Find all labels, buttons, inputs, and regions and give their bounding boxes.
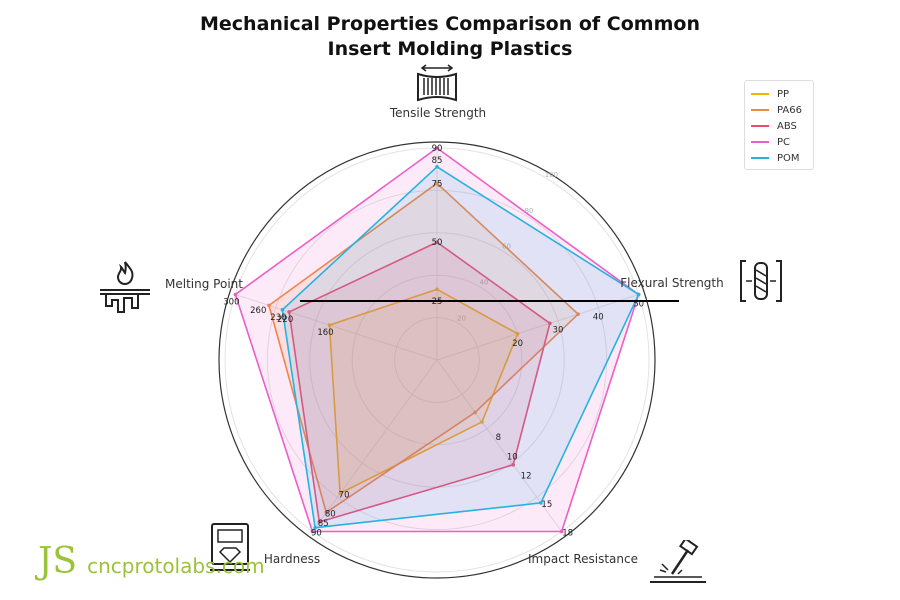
axis-tick-label: 75 — [432, 179, 443, 189]
series-polygon-pa66 — [268, 182, 580, 514]
series-point-abs — [287, 310, 291, 314]
series-point-pp — [435, 287, 439, 292]
series-point-pp — [480, 420, 484, 424]
series-point-pc — [310, 529, 315, 534]
spoke-line — [436, 294, 639, 361]
axis-tick-label: 85 — [432, 156, 443, 166]
chart-title-line-1: Mechanical Properties Comparison of Comm… — [200, 13, 700, 35]
axis-tick-label: 85 — [318, 519, 329, 529]
series-point-pp — [327, 323, 332, 327]
axis-tick-label: 80 — [325, 509, 336, 519]
legend-label: PC — [777, 136, 791, 148]
series-point-abs — [317, 520, 322, 524]
axis-tick-label: 25 — [432, 297, 443, 307]
axis-tick-label: 8 — [496, 433, 501, 443]
legend-item-pp: PP — [751, 87, 789, 101]
series-point-pom — [435, 165, 439, 169]
axis-tick-label: 90 — [311, 529, 322, 539]
axis-tick-label: 90 — [432, 144, 443, 154]
series-point-pp — [515, 331, 520, 336]
legend-item-pc: PC — [751, 135, 790, 149]
flexural-strength-icon — [740, 260, 782, 302]
chart-legend: PP PA66 ABS PC POM — [744, 80, 814, 170]
legend-swatch — [751, 157, 769, 159]
radial-tick-label: 100 — [545, 171, 558, 179]
axis-tick-label: 160 — [317, 328, 333, 338]
legend-item-pa66: PA66 — [751, 103, 802, 117]
axis-tick-label: 220 — [277, 315, 293, 325]
watermark-logo: JS — [38, 541, 78, 582]
tensile-strength-icon — [417, 64, 457, 102]
radial-tick-label: 20 — [457, 315, 466, 323]
series-point-pa66 — [267, 303, 271, 308]
axis-tick-label: 20 — [512, 339, 523, 349]
hardness-icon — [210, 523, 250, 571]
axis-label: Tensile Strength — [389, 106, 486, 120]
watermark-text: cncprotolabs.com — [87, 554, 265, 578]
chart-title: Mechanical Properties Comparison of Comm… — [0, 12, 900, 62]
series-point-pom — [313, 525, 317, 530]
series-point-pc — [559, 529, 564, 534]
series-point-pom — [280, 307, 285, 312]
axis-label: Hardness — [264, 552, 320, 566]
melting-point-icon — [100, 261, 150, 313]
series-point-pa66 — [324, 510, 329, 515]
legend-swatch — [751, 93, 769, 95]
axis-tick-label: 12 — [521, 471, 532, 481]
chart-title-line-2: Insert Molding Plastics — [327, 38, 573, 60]
legend-label: ABS — [777, 120, 797, 132]
series-polygon-pom — [281, 165, 640, 529]
series-polygon-pc — [234, 147, 640, 533]
legend-label: PA66 — [777, 104, 802, 116]
series-polygon-pp — [328, 288, 519, 495]
series-point-pom — [539, 501, 543, 505]
watermark: JS cncprotolabs.com — [38, 541, 265, 582]
axis-tick-label: 40 — [593, 313, 604, 323]
axis-label: Impact Resistance — [528, 552, 638, 566]
axis-tick-label: 260 — [250, 306, 266, 316]
outer-frame-circle — [218, 141, 656, 579]
series-point-abs — [435, 240, 439, 245]
impact-resistance-icon — [650, 540, 706, 583]
series-point-pc — [233, 292, 238, 297]
axis-tick-label: 230 — [270, 313, 286, 323]
radial-tick-label: 80 — [525, 207, 534, 215]
axis-tick-label: 30 — [553, 326, 564, 336]
series-point-pa66 — [576, 312, 580, 316]
legend-item-abs: ABS — [751, 119, 797, 133]
axis-tick-label: 50 — [432, 238, 443, 248]
series-point-pp — [338, 491, 342, 496]
axis-label: Melting Point — [165, 277, 243, 291]
axis-tick-label: 300 — [223, 297, 239, 307]
legend-item-pom: POM — [751, 151, 800, 165]
legend-swatch — [751, 141, 769, 143]
series-point-pom — [636, 292, 641, 297]
spoke-line — [311, 359, 438, 532]
series-point-abs — [548, 321, 552, 326]
series-point-pa66 — [473, 410, 477, 415]
legend-swatch — [751, 109, 769, 111]
axis-tick-label: 50 — [633, 299, 644, 309]
radial-tick-label: 40 — [480, 279, 489, 287]
legend-label: PP — [777, 88, 790, 100]
axis-tick-label: 18 — [562, 529, 573, 539]
axis-tick-label: 10 — [507, 452, 518, 462]
series-point-abs — [511, 463, 515, 467]
series-point-pa66 — [435, 181, 439, 186]
series-point-pc — [435, 146, 439, 150]
axis-tick-label: 70 — [339, 490, 350, 500]
legend-swatch — [751, 125, 769, 127]
axis-label: Flexural Strength — [620, 276, 723, 290]
legend-label: POM — [777, 152, 800, 164]
axis-tick-label: 15 — [541, 500, 552, 510]
